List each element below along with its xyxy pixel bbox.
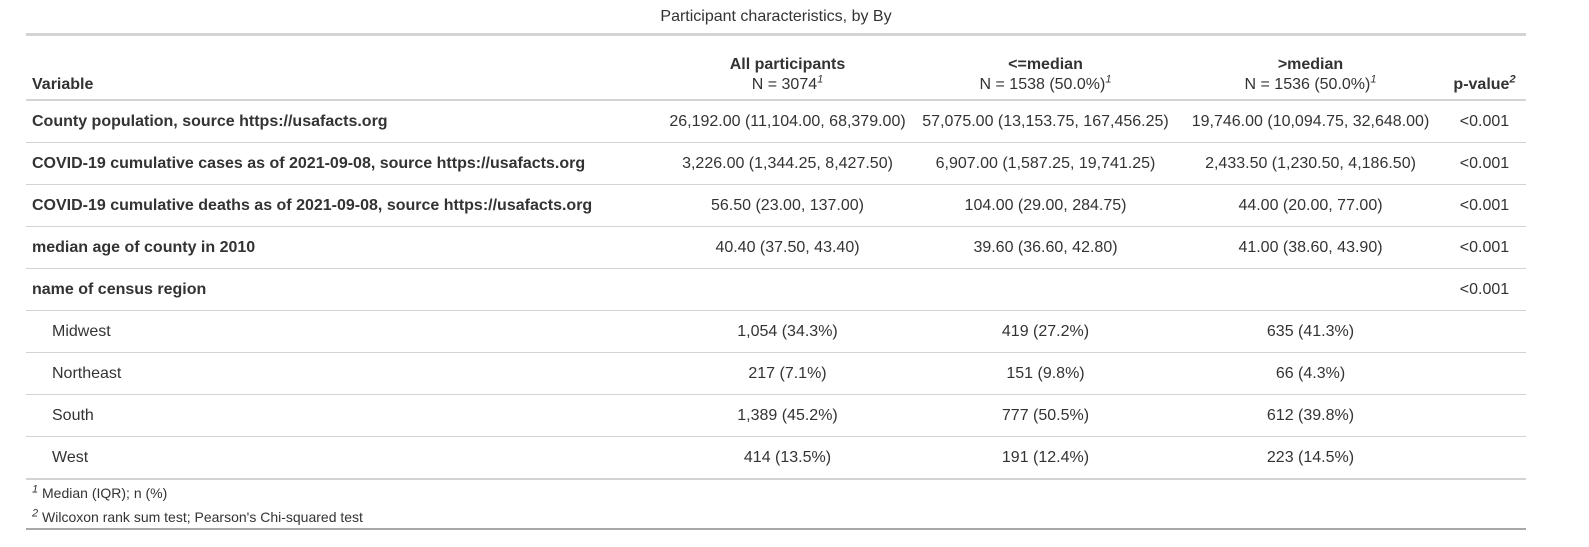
cell-value: 2,433.50 (1,230.50, 4,186.50) [1178,142,1443,185]
cell-value: 1,054 (34.3%) [662,310,913,353]
cell-pvalue [1443,394,1526,437]
row-label: COVID-19 cumulative deaths as of 2021-09… [26,184,662,227]
header-n: N = 1538 (50.0%)1 [979,73,1112,93]
summary-table: Variable All participants N = 30741 <=med… [26,33,1526,530]
footnote-marker: 1 [1105,73,1112,86]
cell-value: 635 (41.3%) [1178,310,1443,353]
table-row: South 1,389 (45.2%) 777 (50.5%) 612 (39.8%) [26,394,1526,437]
cell-value: 223 (14.5%) [1178,436,1443,480]
row-label: COVID-19 cumulative cases as of 2021-09-… [26,142,662,185]
cell-value: 40.40 (37.50, 43.40) [662,226,913,269]
table-row: Midwest 1,054 (34.3%) 419 (27.2%) 635 (41.3… [26,310,1526,353]
cell-value: 612 (39.8%) [1178,394,1443,437]
cell-value: 26,192.00 (11,104.00, 68,379.00) [669,112,906,130]
cell-value: 44.00 (20.00, 77.00) [1178,184,1443,227]
footnote-1: 1 Median (IQR); n (%) [32,483,168,501]
table-row: County population, source https://usafac… [26,100,1526,143]
cell-value: 66 (4.3%) [1178,352,1443,395]
cell-pvalue: <0.001 [1443,142,1526,185]
footnote-marker: 1 [1370,73,1377,86]
cell-value: 6,907.00 (1,587.25, 19,741.25) [913,142,1178,185]
table-row: COVID-19 cumulative deaths as of 2021-09… [26,184,1526,227]
row-label: South [26,394,662,437]
cell-value: 41.00 (38.60, 43.90) [1178,226,1443,269]
cell-value: 39.60 (36.60, 42.80) [913,226,1178,269]
row-label: County population, source https://usafac… [32,112,388,130]
footnote-marker: 2 [1509,73,1516,86]
row-label: name of census region [26,268,662,311]
row-label: median age of county in 2010 [26,226,662,269]
cell-value: 414 (13.5%) [662,436,913,480]
cell-value: 1,389 (45.2%) [662,394,913,437]
table-row: name of census region <0.001 [26,268,1526,311]
header-row: Variable All participants N = 30741 <=med… [26,34,1526,101]
table-row: West 414 (13.5%) 191 (12.4%) 223 (14.5%) [26,436,1526,480]
cell-value: 217 (7.1%) [662,352,913,395]
row-label: Northeast [26,352,662,395]
row-label: Midwest [26,310,662,353]
cell-pvalue: <0.001 [1443,184,1526,227]
header-all-participants: All participants N = 30741 [662,34,913,101]
header-n: N = 30741 [751,73,824,93]
cell-value [662,268,913,311]
cell-value: 56.50 (23.00, 137.00) [662,184,913,227]
table-caption: Participant characteristics, by By [660,8,892,25]
cell-value: 151 (9.8%) [913,352,1178,395]
header-below-median: <=median N = 1538 (50.0%)1 [913,34,1178,101]
cell-value: 104.00 (29.00, 284.75) [913,184,1178,227]
header-label: >median [1277,56,1344,73]
cell-value: 419 (27.2%) [913,310,1178,353]
footnote-marker: 1 [817,73,824,86]
footnote-row: 1 Median (IQR); n (%) [26,479,1526,504]
header-n: N = 1536 (50.0%)1 [1244,73,1377,93]
cell-value: 19,746.00 (10,094.75, 32,648.00) [1191,112,1430,130]
header-above-median: >median N = 1536 (50.0%)1 [1178,34,1443,101]
cell-pvalue: <0.001 [1443,226,1526,269]
cell-pvalue [1443,436,1526,480]
cell-pvalue [1443,352,1526,395]
table-row: Northeast 217 (7.1%) 151 (9.8%) 66 (4.3%) [26,352,1526,395]
header-label: <=median [1008,56,1083,73]
cell-value [1178,268,1443,311]
footnote-2: 2 Wilcoxon rank sum test; Pearson's Chi-… [26,504,1526,530]
cell-value: 57,075.00 (13,153.75, 167,456.25) [922,112,1169,130]
footnote-row: 2 Wilcoxon rank sum test; Pearson's Chi-… [26,504,1526,530]
cell-pvalue [1443,310,1526,353]
cell-pvalue: <0.001 [1459,112,1510,130]
cell-value: 191 (12.4%) [913,436,1178,480]
cell-value: 777 (50.5%) [913,394,1178,437]
cell-value [913,268,1178,311]
table-row: median age of county in 2010 40.40 (37.50… [26,226,1526,269]
cell-pvalue: <0.001 [1443,268,1526,311]
cell-value: 3,226.00 (1,344.25, 8,427.50) [662,142,913,185]
table-row: COVID-19 cumulative cases as of 2021-09-… [26,142,1526,185]
header-label: All participants [729,56,846,73]
header-pvalue: p-value2 [1443,34,1526,101]
row-label: West [26,436,662,480]
header-variable: Variable [26,34,662,101]
summary-table-container: Participant characteristics, by By Varia… [26,0,1526,530]
